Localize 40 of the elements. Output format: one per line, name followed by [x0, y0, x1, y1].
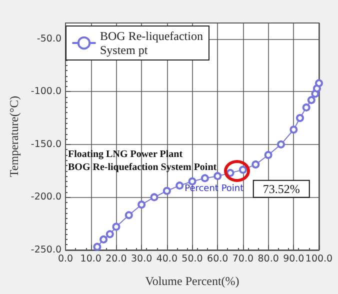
y-tick-label: -100.0: [30, 86, 62, 98]
y-tick-label: -150.0: [30, 138, 62, 150]
x-tick-label: 10.0: [80, 254, 102, 264]
y-tick-label: -50.0: [36, 33, 62, 44]
point: [276, 140, 285, 148]
y-tick-label: -200.0: [30, 192, 62, 203]
point: [162, 186, 171, 195]
point: [124, 211, 133, 220]
point: [252, 160, 260, 168]
x-tick-label: 60.0: [207, 254, 228, 264]
point: [200, 174, 209, 182]
y-tick-label: -250.0: [30, 244, 62, 256]
point: [106, 230, 114, 238]
y-axis-title: Temperature(°C): [7, 96, 21, 178]
point: [214, 172, 222, 180]
point: [100, 235, 108, 244]
x-tick-label: 20.0: [106, 254, 127, 264]
point: [307, 96, 316, 104]
point: [296, 114, 304, 122]
point: [176, 182, 184, 190]
point: [312, 84, 321, 92]
x-tick-label: 80.0: [258, 254, 279, 264]
point: [290, 126, 298, 134]
x-tick-label: 50.0: [182, 254, 203, 264]
annotation: 73.52%: [262, 182, 300, 196]
x-tick-label: 0.0: [58, 254, 74, 264]
point: [264, 150, 272, 159]
x-tick-label: 40.0: [156, 254, 178, 264]
point: [238, 166, 247, 174]
point: [150, 193, 158, 202]
x-tick-label: 90.0: [283, 254, 304, 264]
x-tick-label: 30.0: [130, 254, 152, 264]
legend-label: BOG Re-liquefaction System pt: [100, 29, 203, 57]
point: [112, 222, 120, 231]
x-axis-title: Volume Percent(%): [145, 274, 240, 288]
point: [315, 79, 323, 88]
x-tick-label: 70.0: [232, 254, 254, 264]
point: [302, 103, 310, 112]
x-tick-label: 100.0: [305, 254, 333, 264]
point: [138, 200, 146, 209]
